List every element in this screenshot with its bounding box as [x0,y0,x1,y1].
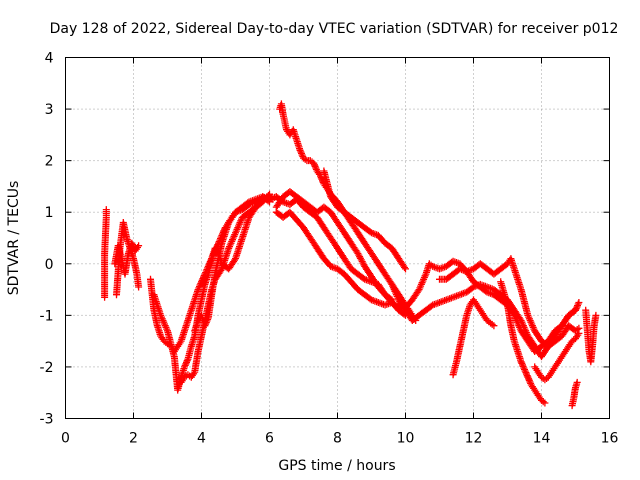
data-point [575,329,583,337]
x-tick-label: 6 [265,431,274,447]
x-tick-label: 10 [397,431,415,447]
series-track-1 [101,206,110,301]
y-tick-label: 1 [45,205,54,221]
data-point-fill [183,357,191,365]
data-point-fill [231,256,238,264]
series-track-17 [497,278,549,407]
data-point-fill [202,320,210,328]
data-point [201,322,209,330]
x-tick-label: 4 [197,431,206,447]
y-tick-label: -3 [40,412,54,428]
data-point-fill [401,264,408,271]
data-point [310,159,318,167]
data-point-fill [574,302,581,310]
data-point [524,373,532,381]
data-point [102,206,110,214]
data-point [517,358,525,366]
data-point [573,378,581,386]
series-track-19 [568,378,581,410]
data-point-fill [183,358,190,366]
data-series [101,100,600,410]
data-point-fill [312,164,320,172]
data-point [135,242,143,250]
data-point [135,283,143,291]
y-tick-label: 3 [45,102,54,118]
x-axis-label: GPS time / hours [278,458,395,474]
data-point-fill [523,372,531,380]
x-tick-label: 8 [333,431,342,447]
data-point-fill [278,197,286,205]
data-point-fill [518,359,526,367]
series-track-16 [449,296,498,379]
x-tick-label: 0 [61,431,70,447]
series-track-15 [436,255,583,350]
y-axis-label: SDTVAR / TECUs [6,181,22,296]
data-point-fill [310,161,318,169]
data-point [490,322,498,330]
y-tick-label: 4 [45,51,54,67]
x-tick-label: 2 [129,431,138,447]
data-point-fill [520,364,528,372]
series-track-3 [111,239,143,278]
data-point-fill [521,367,529,375]
data-point [128,239,136,247]
series-track-7 [191,193,277,335]
data-point-fill [203,317,211,325]
data-point-fill [574,300,582,308]
data-point-fill [181,361,189,369]
data-point-fill [519,362,527,370]
y-tick-label: -1 [40,308,54,324]
data-point [181,363,188,371]
data-point [402,265,409,273]
data-point-fill [525,375,533,383]
series-track-20 [582,306,600,366]
chart-title: Day 128 of 2022, Sidereal Day-to-day VTE… [50,21,619,37]
data-point-fill [366,295,374,303]
x-tick-label: 12 [465,431,483,447]
data-point-fill [297,148,305,156]
data-point-fill [204,316,212,323]
data-point-fill [355,251,363,259]
x-tick-label: 14 [533,431,551,447]
grid [65,57,610,419]
data-point-fill [298,151,306,159]
x-tick-label: 16 [601,431,619,447]
data-point-fill [523,370,530,378]
y-tick-label: 2 [45,154,54,170]
data-point [541,399,549,407]
y-tick-label: -2 [40,360,54,376]
data-point [575,299,583,306]
data-point [572,306,579,314]
series-track-12 [320,167,409,273]
series-track-6 [177,190,273,386]
data-point [521,366,528,373]
data-point-fill [570,307,578,315]
data-point-fill [526,378,534,386]
y-tick-label: 0 [45,257,54,273]
data-point-fill [197,279,205,287]
series-track-18 [531,329,583,384]
data-point [592,311,600,319]
data-point-fill [129,241,136,249]
data-point [296,146,304,154]
